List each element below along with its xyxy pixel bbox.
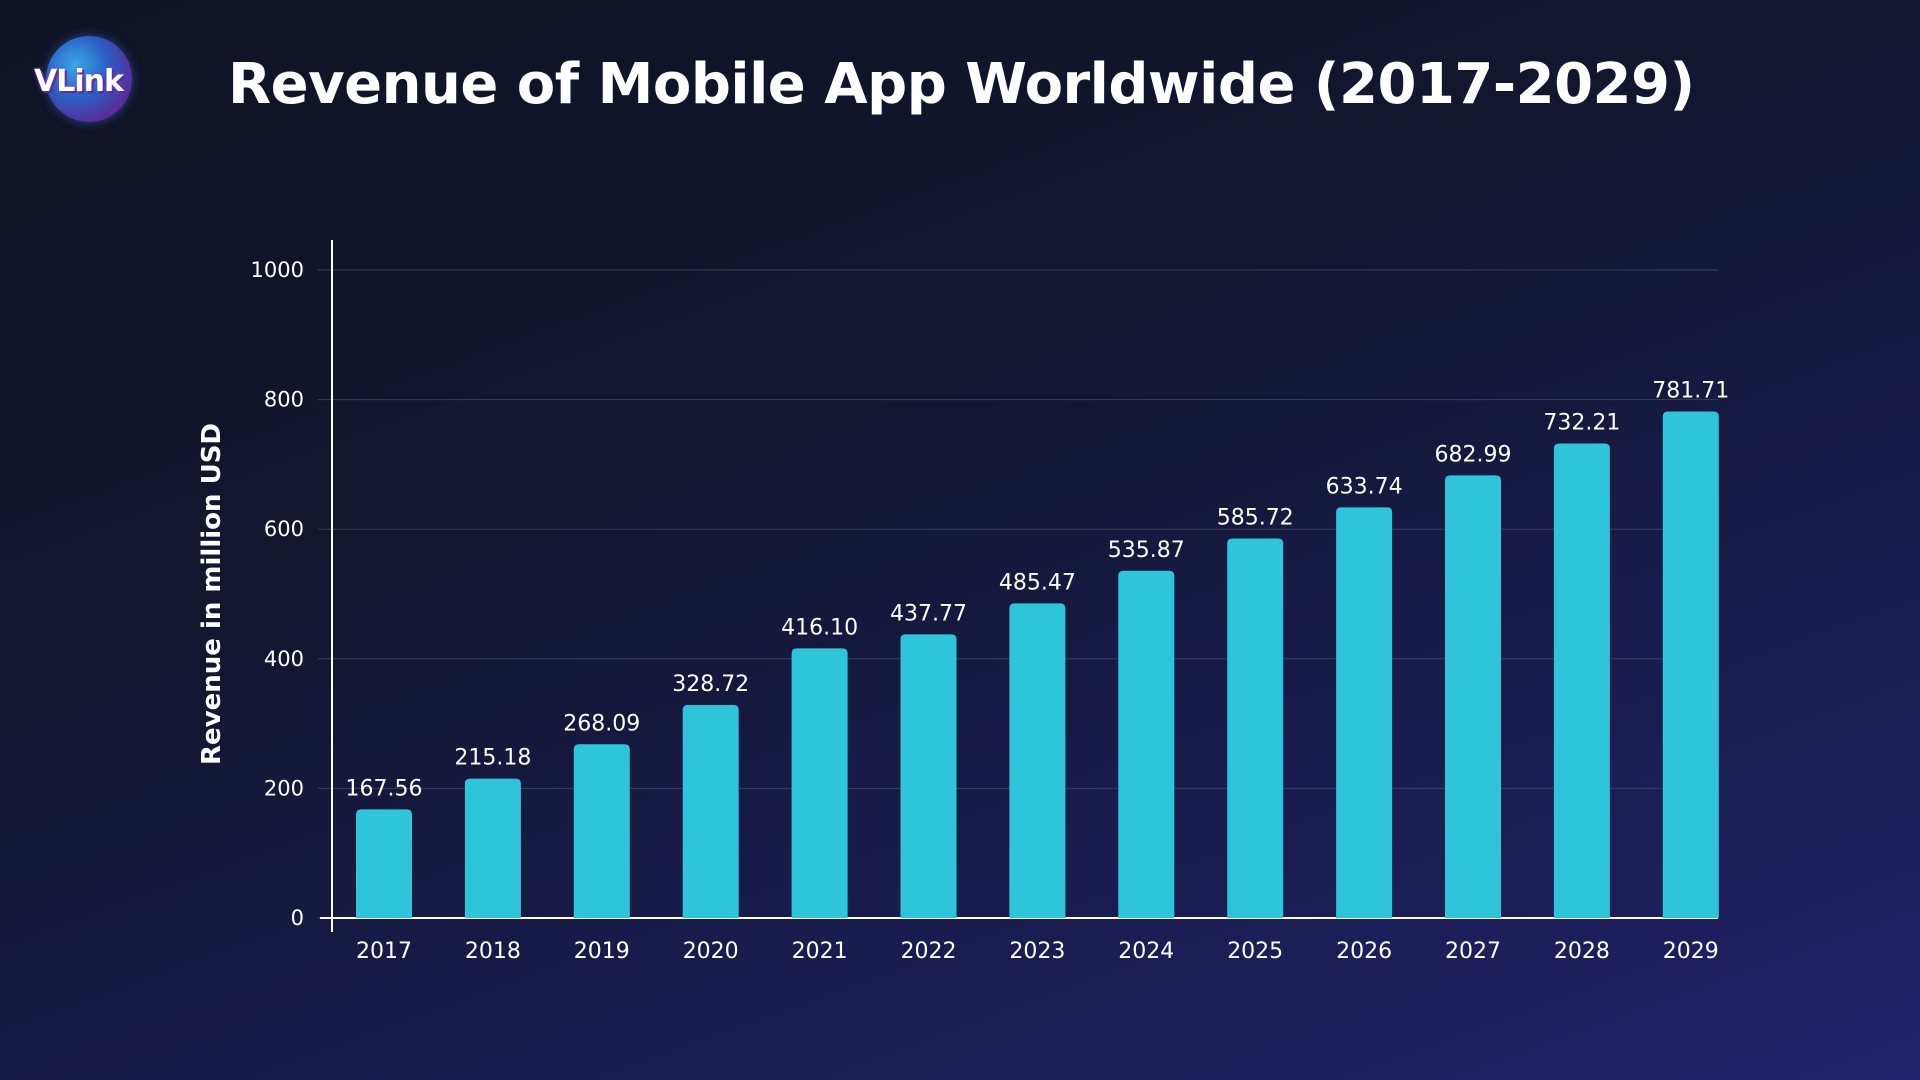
globe-icon: [46, 36, 132, 122]
y-tick-label: 0: [291, 906, 304, 930]
bar-2021: [791, 648, 848, 918]
data-label-2021: 416.10: [781, 615, 858, 640]
bar-2024: [1118, 570, 1175, 918]
bar-2019: [573, 744, 630, 918]
x-tick-label-2022: 2022: [901, 939, 957, 964]
bar-2017: [356, 809, 412, 918]
y-tick-label: 800: [264, 388, 304, 412]
data-label-2026: 633.74: [1326, 474, 1403, 499]
x-tick-label-2019: 2019: [574, 939, 630, 964]
x-tick-label-2024: 2024: [1118, 939, 1174, 964]
x-tick-label-2028: 2028: [1554, 939, 1610, 964]
data-label-2019: 268.09: [563, 711, 640, 736]
bar-2020: [682, 704, 739, 918]
y-tick-label: 1000: [251, 258, 304, 282]
data-label-2022: 437.77: [890, 601, 967, 626]
x-tick-label-2020: 2020: [683, 939, 739, 964]
x-tick-label-2027: 2027: [1445, 939, 1501, 964]
x-tick-label-2018: 2018: [465, 939, 521, 964]
data-label-2018: 215.18: [454, 746, 531, 771]
y-tick-label: 400: [264, 647, 304, 671]
vlink-logo: VLink: [28, 32, 158, 132]
data-label-2027: 682.99: [1435, 442, 1512, 467]
x-tick-label-2025: 2025: [1227, 939, 1283, 964]
logo-text: VLink: [34, 64, 124, 99]
bar-2026: [1336, 507, 1393, 918]
data-label-2020: 328.72: [672, 672, 749, 697]
x-tick-label-2021: 2021: [792, 939, 848, 964]
y-tick-label: 200: [264, 776, 304, 800]
x-tick-label-2026: 2026: [1336, 939, 1392, 964]
bar-2027: [1445, 475, 1501, 918]
data-label-2023: 485.47: [999, 570, 1076, 595]
bar-2023: [1009, 603, 1066, 918]
x-tick-label-2017: 2017: [356, 939, 412, 964]
bar-2029: [1662, 411, 1719, 918]
bar-2018: [464, 778, 521, 918]
data-label-2025: 585.72: [1217, 505, 1294, 530]
x-tick-label-2029: 2029: [1663, 939, 1719, 964]
data-label-2024: 535.87: [1108, 538, 1185, 563]
data-label-2017: 167.56: [346, 776, 423, 801]
bar-2028: [1553, 443, 1610, 918]
bar-2022: [900, 634, 957, 918]
chart-title: Revenue of Mobile App Worldwide (2017-20…: [228, 52, 1695, 117]
data-label-2028: 732.21: [1543, 411, 1620, 436]
x-tick-label-2023: 2023: [1009, 939, 1065, 964]
y-tick-label: 600: [264, 517, 304, 541]
bar-2025: [1227, 538, 1284, 918]
y-axis-label: Revenue in million USD: [197, 423, 227, 765]
data-label-2029: 781.71: [1652, 378, 1729, 403]
